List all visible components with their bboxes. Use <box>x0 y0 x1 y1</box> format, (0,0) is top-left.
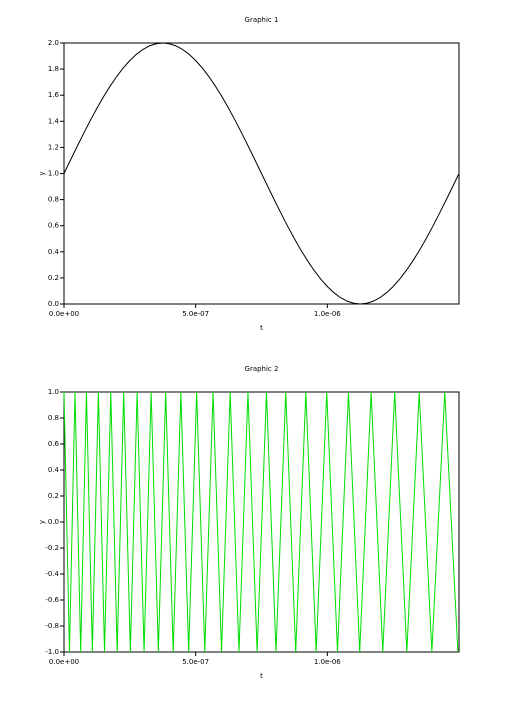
y-axis-label: y <box>38 520 46 524</box>
y-tick-label: 0.4 <box>48 248 60 256</box>
y-tick-label: 1.2 <box>48 143 59 151</box>
y-tick-label: 0.0 <box>48 518 59 526</box>
y-tick-label: 0.2 <box>48 274 59 282</box>
chart-title: Graphic 1 <box>245 16 279 24</box>
y-tick-label: 1.4 <box>48 117 60 125</box>
y-tick-label: -0.6 <box>45 596 59 604</box>
y-tick-label: 0.2 <box>48 492 59 500</box>
x-axis-label: t <box>260 324 263 332</box>
y-tick-label: -0.2 <box>45 544 59 552</box>
y-tick-label: 0.0 <box>48 300 59 308</box>
x-tick-label: 5.0e-07 <box>182 310 209 318</box>
y-tick-label: 0.6 <box>48 222 60 230</box>
y-tick-label: -0.8 <box>45 622 59 630</box>
y-tick-label: 1.8 <box>48 65 59 73</box>
y-tick-label: 1.6 <box>48 91 60 99</box>
x-tick-label: 0.0e+00 <box>49 310 79 318</box>
y-tick-label: 0.8 <box>48 196 59 204</box>
y-tick-label: 2.0 <box>48 39 59 47</box>
x-tick-label: 1.0e-06 <box>314 658 341 666</box>
y-tick-label: 0.4 <box>48 466 60 474</box>
data-line <box>63 42 460 305</box>
y-tick-label: -0.4 <box>45 570 59 578</box>
chart-title: Graphic 2 <box>245 365 279 373</box>
y-tick-label: 1.0 <box>48 170 59 178</box>
y-axis-label: y <box>38 171 46 175</box>
y-tick-label: 0.8 <box>48 414 59 422</box>
x-tick-label: 5.0e-07 <box>182 658 209 666</box>
data-line <box>63 391 459 653</box>
x-axis-label: t <box>260 672 263 680</box>
y-tick-label: 1.0 <box>48 388 59 396</box>
x-tick-label: 1.0e-06 <box>314 310 341 318</box>
x-tick-label: 0.0e+00 <box>49 658 79 666</box>
y-tick-label: 0.6 <box>48 440 60 448</box>
y-tick-label: -1.0 <box>45 648 59 656</box>
